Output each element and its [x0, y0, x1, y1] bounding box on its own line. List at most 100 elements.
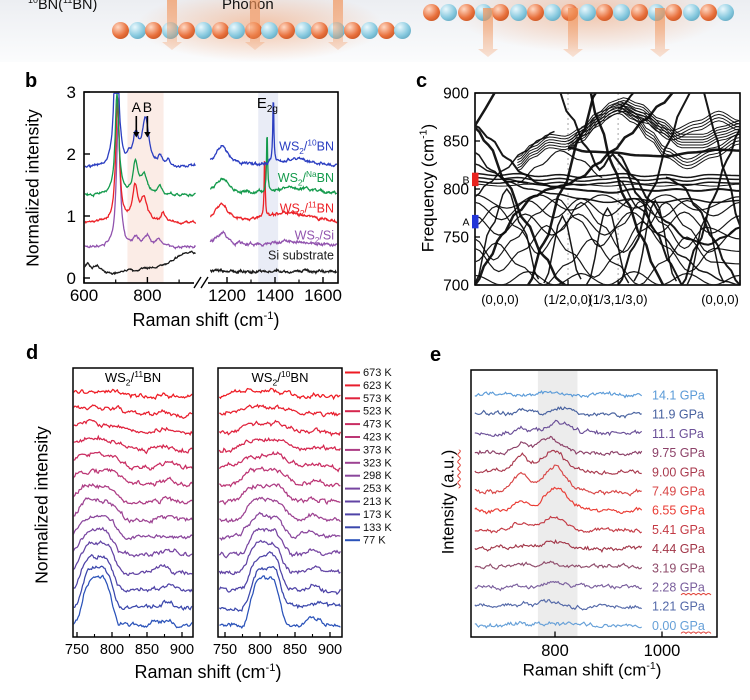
down-arrow-icon	[144, 132, 151, 138]
mode-marker	[472, 172, 479, 187]
spectrum-curve	[474, 405, 642, 419]
series-label: WS2/Si	[295, 229, 334, 246]
panel-e-plot: 14.1 GPa 11.9 GPa 11.1 GPa 9.75 GPa 9.00 GPa…	[470, 369, 718, 658]
pressure-label: 4.44 GPa	[652, 542, 705, 556]
spectrum-curve	[474, 539, 643, 553]
panel-e-xlabel: Raman shift (cm-1)	[522, 660, 662, 680]
bn-label-sup10: 10	[28, 0, 38, 5]
x-tick-label: 850	[283, 642, 307, 658]
spellcheck-squiggle	[680, 631, 712, 635]
pressure-label: 11.9 GPa	[652, 408, 704, 422]
y-tick-label: 850	[443, 134, 469, 151]
kpoint-label: (1/2,0,0)	[544, 292, 592, 307]
panel-c-plot: 700 750 800 850 900 (0,0,0) (1/2,0,0)(1/3,1/3,…	[443, 86, 741, 307]
spectrum-curve	[474, 419, 643, 437]
spectrum-curve	[219, 496, 341, 523]
legend-label: 213 K	[363, 496, 392, 508]
x-tick-label: 800	[133, 286, 161, 305]
y-tick-label: 0	[67, 269, 76, 288]
pressure-label: 1.21 GPa	[652, 600, 705, 614]
phonon-label: Phonon	[222, 0, 274, 13]
panel-letter-c: c	[416, 70, 428, 92]
boron-atom	[665, 4, 683, 21]
spectrum-curve	[73, 467, 193, 488]
spectrum-curve	[73, 497, 193, 524]
y-tick-label: 2	[67, 145, 76, 164]
legend-label: 423 K	[363, 432, 392, 444]
nitrogen-atom	[195, 22, 212, 39]
series-label: WS2/11BN	[280, 200, 334, 218]
spectrum-curve	[73, 388, 193, 401]
pressure-label: 9.75 GPa	[652, 446, 705, 460]
spectrum-curve	[474, 464, 642, 497]
panel-b-plot: 0 1 2 3 600 800 1200 1400 1600 A B E2g WS2/10BN WS2/N…	[67, 83, 342, 305]
boron-atom	[699, 4, 717, 21]
spectrum-curve	[84, 250, 338, 276]
nitrogen-atom	[544, 4, 562, 21]
spectrum-curve	[474, 560, 643, 570]
spectrum-curve	[218, 565, 341, 612]
phonon-arrows	[162, 0, 670, 57]
subpanel-title: WS2/10BN	[252, 369, 309, 388]
nitrogen-atom	[294, 22, 312, 39]
boron-atom	[423, 4, 440, 21]
x-tick-label: 1200	[208, 286, 246, 305]
legend-label: 673 K	[363, 367, 392, 379]
panel-d-xlabel: Raman shift (cm-1)	[134, 662, 282, 682]
spectrum-curve	[84, 93, 338, 198]
legend-label: 523 K	[363, 406, 392, 418]
spectrum-curve	[84, 92, 338, 169]
axes-box	[72, 367, 194, 638]
y-tick-label: 3	[67, 83, 76, 102]
spectrum-curve	[218, 539, 341, 576]
bn-label-sup11: 11	[62, 0, 73, 5]
mode-marker-label: B	[462, 174, 469, 186]
spectrum-curve	[474, 486, 643, 515]
boron-atom	[596, 4, 613, 21]
boron-atom	[145, 22, 163, 39]
nitrogen-atom	[613, 4, 631, 21]
spectrum-curve	[218, 437, 341, 454]
x-tick-label: 800	[100, 642, 124, 658]
spectrum-curve	[73, 418, 193, 437]
panel-a-strip: 10BN(11BN) Phonon	[0, 0, 750, 62]
x-tick-label: 800	[248, 642, 272, 658]
nitrogen-atom	[394, 22, 412, 39]
boron-atom	[311, 22, 329, 39]
x-tick-label: 800	[541, 642, 569, 658]
legend-label: 323 K	[363, 457, 392, 469]
spectrum-curve	[219, 466, 341, 488]
spectrum-curve	[73, 540, 193, 576]
phonon-arrow-icon	[650, 8, 670, 57]
legend-label: 623 K	[363, 380, 392, 392]
phonon-branches	[475, 93, 740, 285]
nitrogen-atom	[717, 4, 735, 21]
x-tick-label: 750	[65, 642, 89, 658]
x-tick-label: 600	[70, 286, 98, 305]
pressure-spectra	[474, 390, 643, 629]
kpoint-label: (0,0,0)	[701, 292, 739, 307]
spectrum-curve	[474, 435, 643, 457]
spectrum-curve	[218, 450, 341, 473]
bn-isotope-label: 10BN(11BN)	[28, 0, 97, 13]
e2g-annotation: E2g	[257, 95, 278, 115]
boron-atom	[526, 4, 544, 21]
spectrum-curve	[219, 575, 341, 630]
spectrum-curve	[218, 550, 341, 596]
spectrum-curve	[474, 580, 643, 592]
boron-atom	[630, 4, 648, 21]
boron-atom	[112, 22, 129, 39]
legend-label: 133 K	[363, 522, 392, 534]
legend-label: 173 K	[363, 509, 392, 521]
series-label: Si substrate	[268, 248, 334, 262]
spectrum-curve	[474, 390, 643, 399]
spectrum-curve	[73, 451, 193, 471]
legend-label: 573 K	[363, 393, 392, 405]
spectrum-curve	[73, 565, 193, 611]
subpanel-title: WS2/11BN	[105, 369, 161, 388]
pressure-label: 0.00 GPa	[652, 619, 705, 633]
x-tick-label: 1600	[304, 286, 342, 305]
spectrum-curve	[73, 483, 193, 505]
phonon-arrow-icon	[563, 8, 583, 57]
